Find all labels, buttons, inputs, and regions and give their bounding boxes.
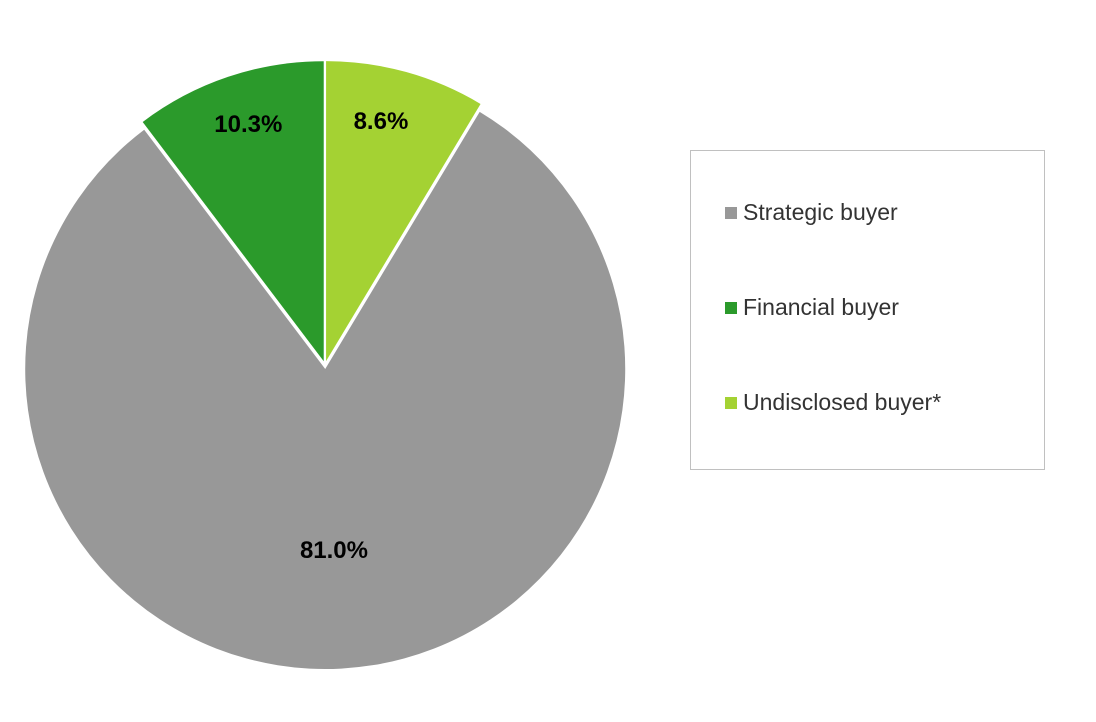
pie-slice-value: 81.0%	[300, 537, 368, 565]
legend-item: Strategic buyer	[725, 199, 1044, 226]
legend-label: Undisclosed buyer*	[743, 389, 941, 416]
legend: Strategic buyer Financial buyer Undisclose…	[690, 150, 1045, 470]
legend-label: Strategic buyer	[743, 199, 898, 226]
pie-slice	[25, 112, 625, 669]
legend-label: Financial buyer	[743, 294, 899, 321]
pie-chart: 8.6% 81.0% 10.3% Strategic buyer Financial …	[0, 0, 1096, 722]
legend-marker	[725, 207, 737, 219]
pie-slices-container	[0, 35, 655, 700]
pie-slice-value: 8.6%	[354, 108, 409, 136]
legend-item: Undisclosed buyer*	[725, 389, 1044, 416]
pie-svg	[0, 35, 655, 695]
legend-item: Financial buyer	[725, 294, 1044, 321]
legend-marker	[725, 397, 737, 409]
pie-slice-value: 10.3%	[214, 111, 282, 139]
legend-marker	[725, 302, 737, 314]
